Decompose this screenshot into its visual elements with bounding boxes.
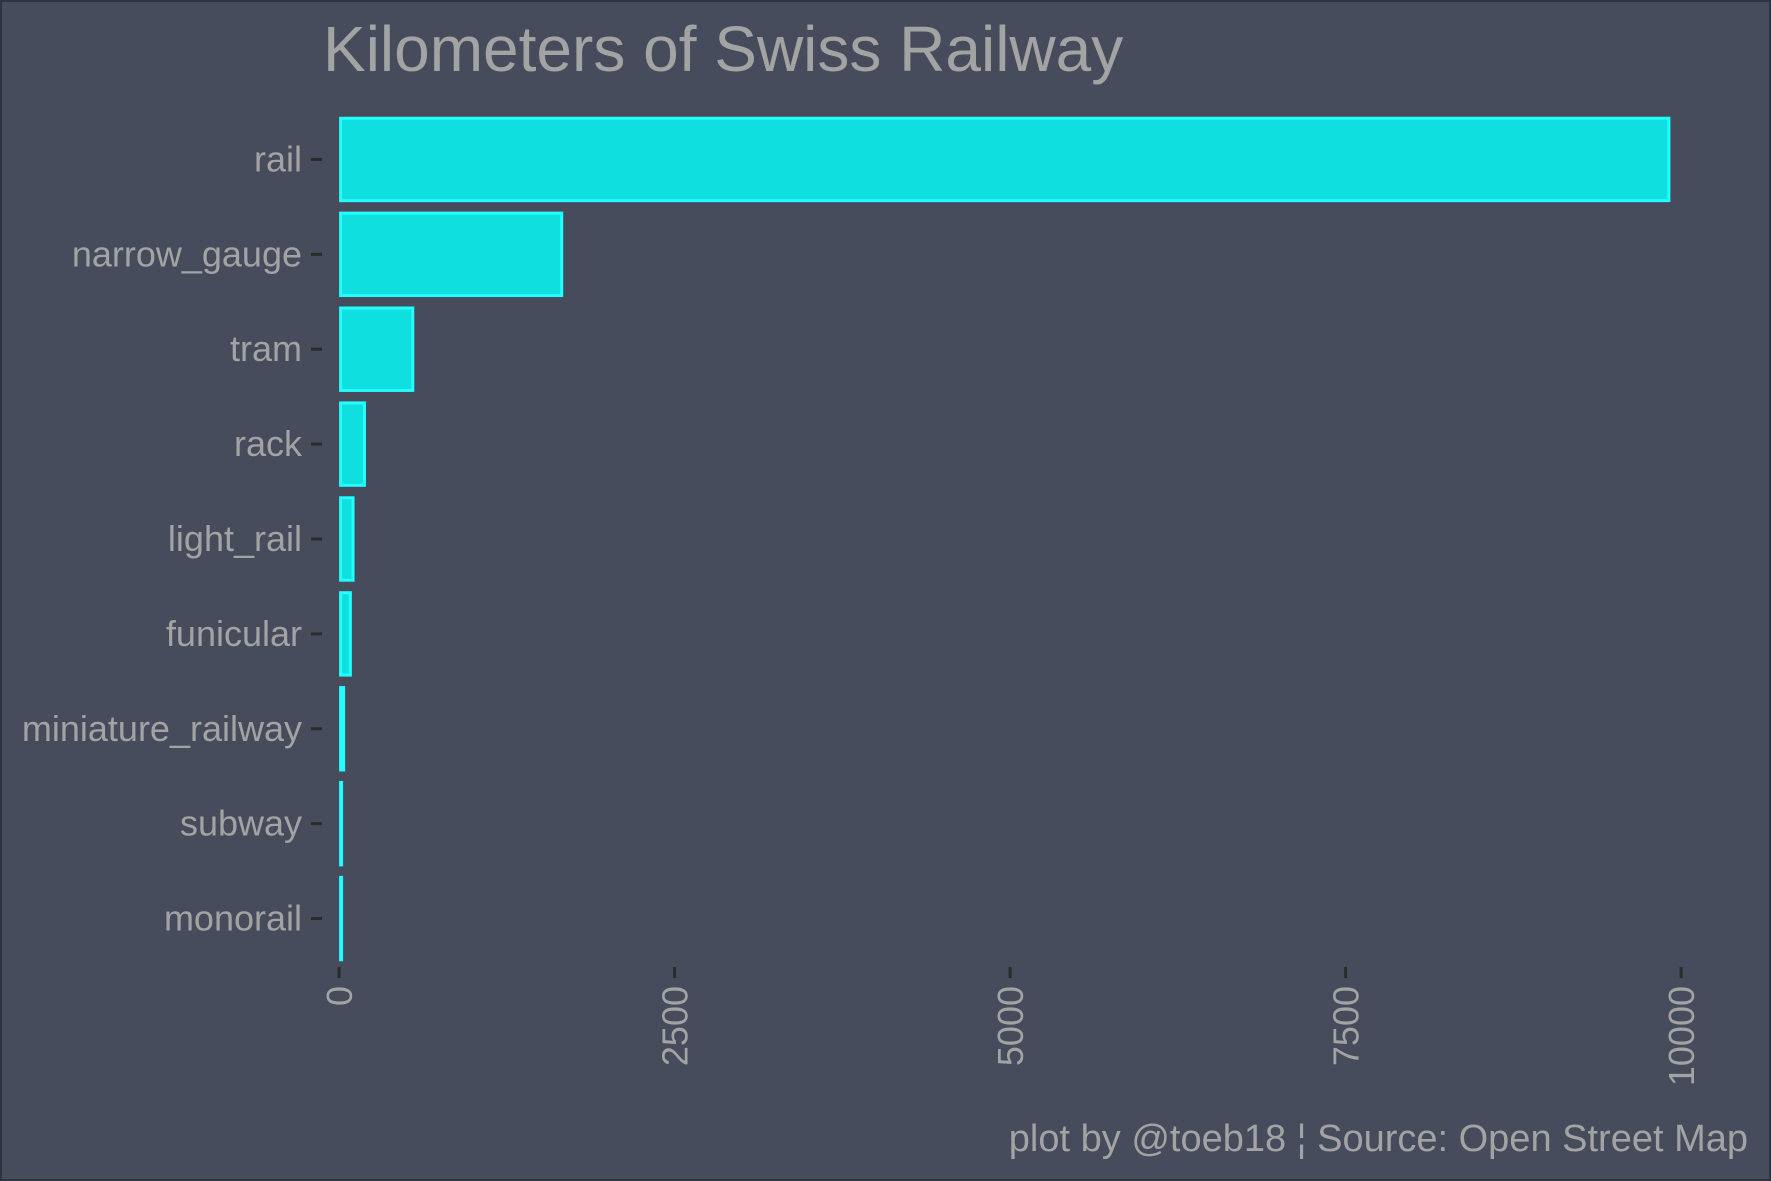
x-tick-label-0: 0 [319,986,360,1006]
x-tick-label-2500: 2500 [655,986,696,1066]
bar-tram [339,306,415,392]
y-label-miniature-railway: miniature_railway [22,708,302,749]
chart-caption: plot by @toeb18 ¦ Source: Open Street Ma… [1009,1118,1748,1160]
bar-rail [339,116,1671,203]
x-tick-label-7500: 7500 [1326,986,1367,1066]
y-label-rail: rail [254,138,302,179]
y-label-narrow-gauge: narrow_gauge [72,233,302,274]
chart-title: Kilometers of Swiss Railway [323,13,1123,85]
y-label-monorail: monorail [164,898,302,939]
y-label-subway: subway [180,803,302,844]
bar-light-rail [339,496,355,582]
bars-layer [339,116,1671,962]
x-tick-label-5000: 5000 [990,986,1031,1066]
bar-funicular [339,591,352,677]
y-label-rack: rack [234,423,303,464]
bar-miniature-railway [339,686,346,772]
bar-subway [339,780,344,867]
x-tick-label-10000: 10000 [1661,986,1702,1086]
y-label-light-rail: light_rail [168,518,302,559]
bar-monorail [339,875,344,962]
y-label-tram: tram [230,328,302,369]
bar-rack [339,401,366,487]
y-label-funicular: funicular [166,613,302,654]
x-axis: 0 2500 5000 7500 10000 [319,967,1702,1086]
bar-narrow-gauge [339,211,564,298]
